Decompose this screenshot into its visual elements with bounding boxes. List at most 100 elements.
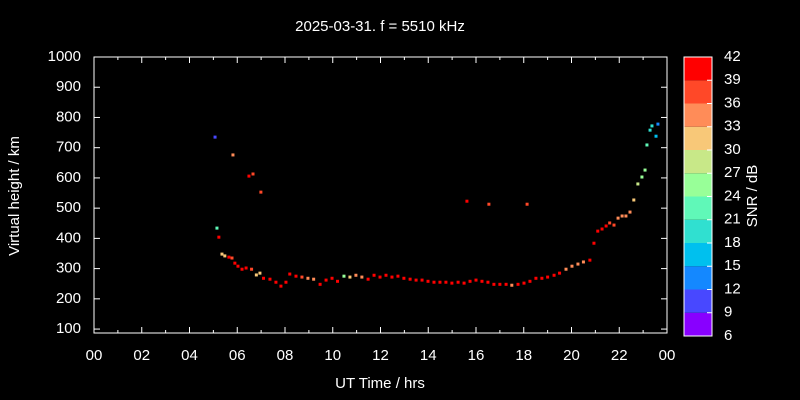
data-point	[564, 267, 568, 271]
data-point	[576, 262, 580, 266]
colorbar-tick-label: 30	[724, 141, 741, 158]
data-point	[223, 254, 227, 258]
data-point	[552, 273, 556, 277]
colorbar-segment	[684, 289, 712, 313]
colorbar-tick-label: 27	[724, 164, 741, 181]
data-point	[294, 274, 298, 278]
x-tick-label: 02	[133, 347, 150, 364]
colorbar-segment	[684, 196, 712, 220]
data-point	[247, 174, 251, 178]
data-point	[588, 258, 592, 262]
colorbar-tick-label: 42	[724, 48, 741, 65]
y-tick-label: 600	[56, 169, 81, 186]
data-point	[498, 282, 502, 286]
x-tick-label: 22	[611, 347, 628, 364]
data-point	[244, 266, 248, 270]
data-point	[522, 281, 526, 285]
data-point	[654, 134, 658, 138]
data-point	[570, 264, 574, 268]
data-point	[581, 260, 585, 264]
data-point	[254, 273, 258, 277]
colorbar-tick-label: 39	[724, 71, 741, 88]
data-point	[258, 271, 262, 275]
data-point	[230, 256, 234, 260]
data-point	[487, 202, 491, 206]
data-point	[306, 276, 310, 280]
data-point	[492, 282, 496, 286]
data-point	[468, 279, 472, 283]
data-point	[534, 276, 538, 280]
data-point	[450, 281, 454, 285]
data-point	[384, 273, 388, 277]
data-point	[236, 264, 240, 268]
data-point	[546, 275, 550, 279]
data-point	[444, 280, 448, 284]
x-tick-label: 08	[277, 347, 294, 364]
data-point	[378, 275, 382, 279]
colorbar-segment	[684, 173, 712, 197]
data-point	[612, 223, 616, 227]
colorbar-tick-label: 6	[724, 327, 732, 344]
data-point	[220, 252, 224, 256]
y-tick-label: 300	[56, 260, 81, 277]
colorbar-label: SNR / dB	[744, 165, 761, 228]
colorbar-segment	[684, 312, 712, 336]
data-point	[240, 267, 244, 271]
x-tick-label: 12	[372, 347, 389, 364]
data-point	[312, 277, 316, 281]
colorbar-tick-label: 9	[724, 304, 732, 321]
colorbar-tick-label: 21	[724, 211, 741, 228]
data-point	[640, 175, 644, 179]
chart-title: 2025-03-31. f = 5510 kHz	[295, 18, 465, 35]
colorbar-tick-label: 12	[724, 280, 741, 297]
x-tick-label: 18	[515, 347, 532, 364]
colorbar-tick-label: 15	[724, 257, 741, 274]
data-point	[213, 135, 217, 139]
data-point	[465, 199, 469, 203]
data-point	[336, 279, 340, 283]
data-point	[592, 241, 596, 245]
data-point	[504, 282, 508, 286]
data-point	[231, 153, 235, 157]
x-tick-label: 20	[563, 347, 580, 364]
data-point	[624, 214, 628, 218]
data-point	[227, 255, 231, 259]
colorbar-segment	[684, 243, 712, 267]
data-point	[215, 226, 219, 230]
x-axis-label: UT Time / hrs	[335, 375, 425, 392]
data-point	[324, 278, 328, 282]
data-point	[360, 275, 364, 279]
colorbar-segment	[684, 103, 712, 127]
x-tick-label: 04	[181, 347, 198, 364]
data-point	[396, 274, 400, 278]
data-point	[456, 280, 460, 284]
data-point	[348, 275, 352, 279]
data-point	[372, 273, 376, 277]
x-tick-label: 16	[468, 347, 485, 364]
data-point	[300, 275, 304, 279]
x-tick-label: 00	[659, 347, 676, 364]
data-point	[366, 277, 370, 281]
y-tick-label: 900	[56, 78, 81, 95]
data-point	[628, 210, 632, 214]
data-point	[620, 214, 624, 218]
data-point	[251, 172, 255, 176]
data-point	[233, 261, 237, 265]
data-point	[645, 143, 649, 147]
data-point	[274, 280, 278, 284]
data-point	[528, 279, 532, 283]
data-point	[318, 282, 322, 286]
data-point	[462, 281, 466, 285]
data-point	[342, 274, 346, 278]
data-point	[426, 279, 430, 283]
y-axis-label: Virtual height / km	[6, 136, 23, 256]
data-point	[259, 190, 263, 194]
data-point	[604, 224, 608, 228]
data-point	[636, 182, 640, 186]
data-point	[414, 278, 418, 282]
data-point	[262, 276, 266, 280]
data-point	[330, 276, 334, 280]
data-point	[480, 279, 484, 283]
